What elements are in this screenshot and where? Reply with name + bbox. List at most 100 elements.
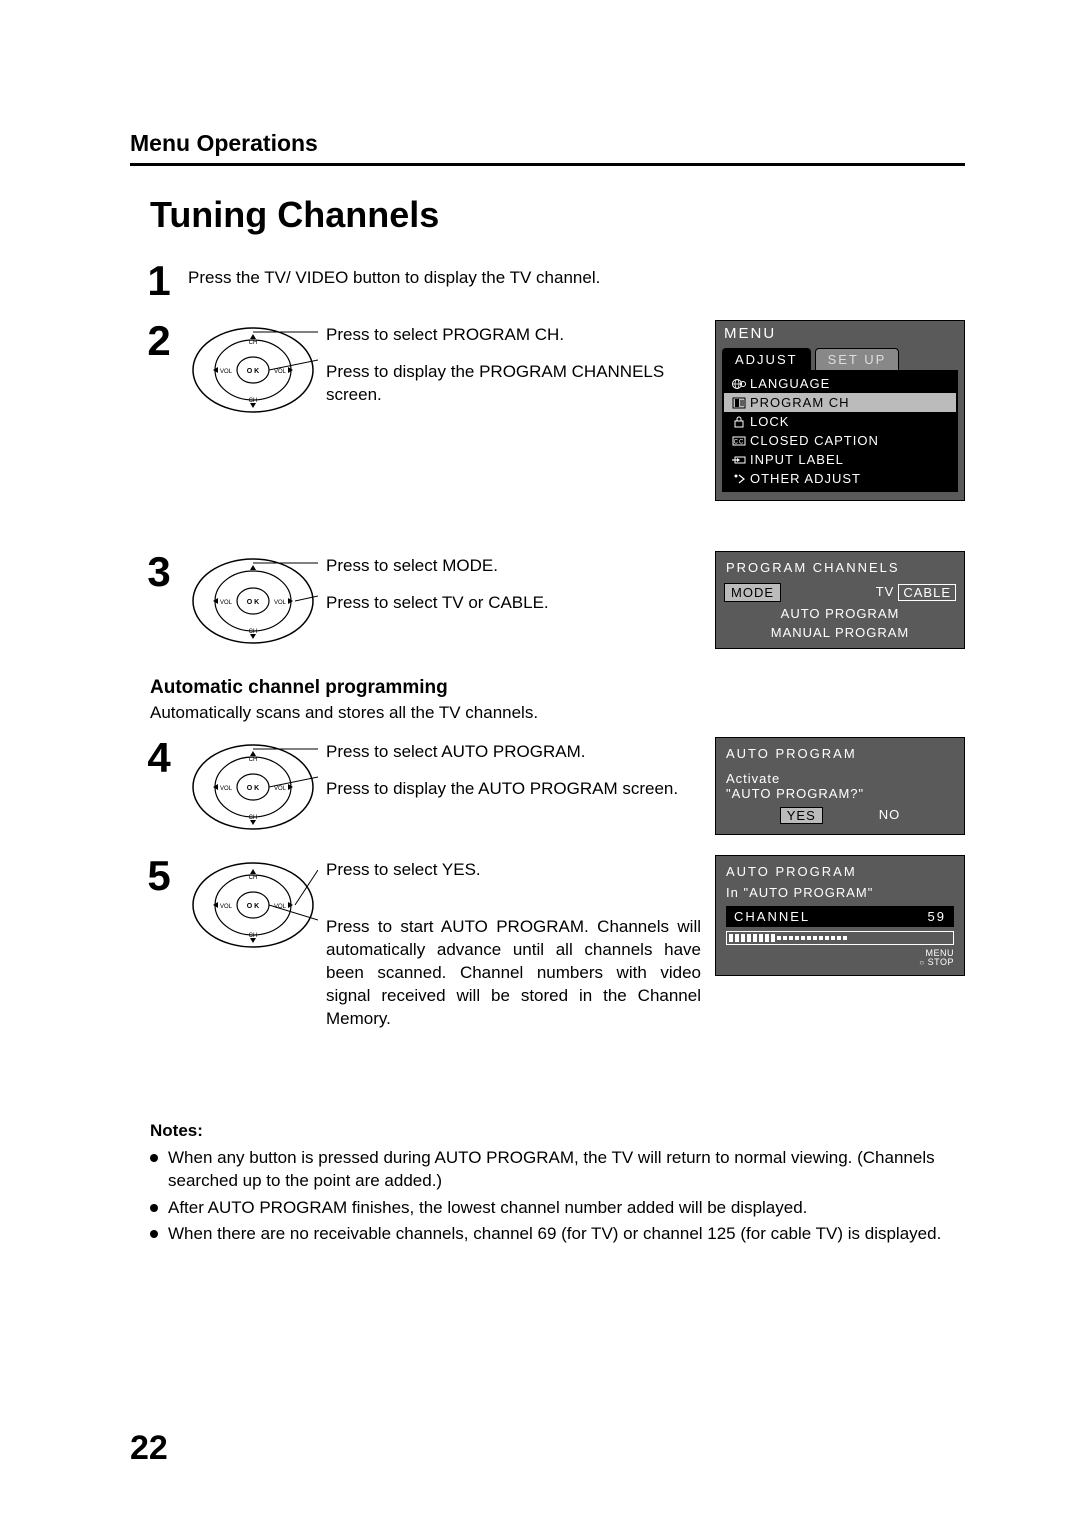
progress-tick-filled [765, 934, 769, 942]
auto-desc: Automatically scans and stores all the T… [150, 703, 965, 723]
step-4-line1: Press to select AUTO PROGRAM. [326, 741, 701, 764]
svg-text:O K: O K [247, 785, 259, 792]
list-icon [728, 397, 750, 409]
progress-tick-empty [843, 936, 847, 940]
osd-tab-adjust: ADJUST [722, 348, 811, 370]
osd-item-label: OTHER ADJUST [750, 471, 861, 486]
step-2: 2 O K CH CH VOL VOL Press to select PROG… [130, 320, 965, 501]
step-4: 4 O K CH CH VOL VOL Press to select AUTO… [130, 737, 965, 837]
osd-pc-mode-label: MODE [724, 583, 781, 602]
step-2-number: 2 [130, 320, 188, 362]
section-header: Menu Operations [130, 130, 965, 166]
svg-text:CH: CH [249, 340, 258, 346]
osd-pc-mode-row: MODE TV CABLE [722, 581, 958, 604]
osd-pc-mode-options: TV CABLE [876, 584, 956, 601]
step-1: 1 Press the TV/ VIDEO button to display … [130, 260, 965, 302]
dpad-icon: O K CH CH VOL VOL [188, 320, 318, 420]
remote-diagram: O K CH CH VOL VOL [188, 737, 318, 837]
osd-ap-line2: "AUTO PROGRAM?" [726, 786, 954, 801]
dpad-icon: O K CH CH VOL VOL [188, 855, 318, 955]
osd-item-other-adjust: OTHER ADJUST [724, 469, 956, 488]
step-3-line1: Press to select MODE. [326, 555, 701, 578]
svg-text:VOL: VOL [274, 786, 287, 792]
osd-prog-title: AUTO PROGRAM [726, 864, 954, 879]
progress-tick-empty [837, 936, 841, 940]
osd-pc-title: PROGRAM CHANNELS [722, 558, 958, 581]
step-3-text: Press to select MODE. Press to select TV… [326, 551, 701, 615]
page-title: Tuning Channels [150, 194, 965, 236]
step-2-line2: Press to display the PROGRAM CHANNELS sc… [326, 361, 701, 407]
osd-prog-stop: MENU ○ STOP [726, 949, 954, 967]
notes-block: Notes: When any button is pressed during… [150, 1121, 965, 1247]
progress-tick-empty [819, 936, 823, 940]
progress-tick-filled [753, 934, 757, 942]
cc-icon: CC [728, 435, 750, 447]
osd-item-label: CLOSED CAPTION [750, 433, 879, 448]
svg-text:O K: O K [247, 599, 259, 606]
osd-item-closed-caption: CC CLOSED CAPTION [724, 431, 956, 450]
step-2-text: Press to select PROGRAM CH. Press to dis… [326, 320, 701, 407]
page-number: 22 [130, 1429, 168, 1468]
notes-list: When any button is pressed during AUTO P… [150, 1147, 965, 1247]
osd-prog-bar [726, 931, 954, 945]
step-4-number: 4 [130, 737, 188, 779]
osd-prog-channel-value: 59 [928, 909, 946, 924]
osd-item-label: LOCK [750, 414, 789, 429]
osd-item-label: LANGUAGE [750, 376, 830, 391]
svg-text:O K: O K [247, 368, 259, 375]
dpad-icon: O K CH VOL VOL [188, 551, 318, 651]
svg-text:CH: CH [249, 757, 258, 763]
step-4-text: Press to select AUTO PROGRAM. Press to d… [326, 737, 701, 801]
progress-tick-filled [771, 934, 775, 942]
osd-ap-title: AUTO PROGRAM [726, 746, 954, 761]
osd-ap-line1: Activate [726, 771, 954, 786]
osd-prog-channel-row: CHANNEL 59 [726, 906, 954, 927]
notes-heading: Notes: [150, 1121, 965, 1141]
svg-text:VOL: VOL [220, 786, 233, 792]
svg-text:O K: O K [247, 903, 259, 910]
osd-program-channels: PROGRAM CHANNELS MODE TV CABLE AUTO PROG… [715, 551, 965, 649]
svg-text:VOL: VOL [220, 369, 233, 375]
osd-ap-no: NO [879, 807, 901, 824]
osd-item-label: INPUT LABEL [750, 452, 844, 467]
osd-item-program-ch: PROGRAM CH [724, 393, 956, 412]
step-5-line2: Press to start AUTO PROGRAM. Channels wi… [326, 916, 701, 1031]
notes-item: When there are no receivable channels, c… [150, 1223, 965, 1246]
osd-item-lock: LOCK [724, 412, 956, 431]
progress-tick-empty [789, 936, 793, 940]
section-header-text: Menu Operations [130, 130, 318, 156]
svg-text:CH: CH [249, 875, 258, 881]
step-5-number: 5 [130, 855, 188, 897]
progress-tick-empty [801, 936, 805, 940]
step-2-line1: Press to select PROGRAM CH. [326, 324, 701, 347]
osd-menu-title: MENU [716, 321, 964, 346]
osd-pc-mode-tv: TV [876, 584, 895, 601]
progress-tick-filled [759, 934, 763, 942]
osd-ap-yes: YES [780, 807, 823, 824]
progress-tick-filled [741, 934, 745, 942]
osd-pc-autoprogram: AUTO PROGRAM [722, 604, 958, 623]
input-icon [728, 454, 750, 466]
osd-pc-mode-cable: CABLE [898, 584, 956, 601]
osd-prog-stop-label: STOP [928, 957, 954, 967]
osd-prog-channel-label: CHANNEL [734, 909, 810, 924]
step-5-text: Press to select YES. Press to start AUTO… [326, 855, 701, 1031]
osd-item-language: LANGUAGE [724, 374, 956, 393]
svg-text:VOL: VOL [220, 904, 233, 910]
svg-text:VOL: VOL [274, 369, 287, 375]
auto-heading: Automatic channel programming [150, 677, 965, 699]
dpad-icon: O K CH CH VOL VOL [188, 737, 318, 837]
step-3-number: 3 [130, 551, 188, 593]
osd-pc-manualprogram: MANUAL PROGRAM [722, 623, 958, 642]
osd-prog-subtitle: In "AUTO PROGRAM" [726, 885, 954, 900]
remote-diagram: O K CH CH VOL VOL [188, 855, 318, 955]
progress-tick-empty [825, 936, 829, 940]
osd-auto-progress: AUTO PROGRAM In "AUTO PROGRAM" CHANNEL 5… [715, 855, 965, 976]
step-3-line2: Press to select TV or CABLE. [326, 592, 701, 615]
osd-ap-options: YES NO [726, 807, 954, 824]
lock-icon [728, 416, 750, 428]
progress-tick-empty [807, 936, 811, 940]
progress-tick-filled [735, 934, 739, 942]
progress-tick-empty [777, 936, 781, 940]
progress-tick-empty [813, 936, 817, 940]
